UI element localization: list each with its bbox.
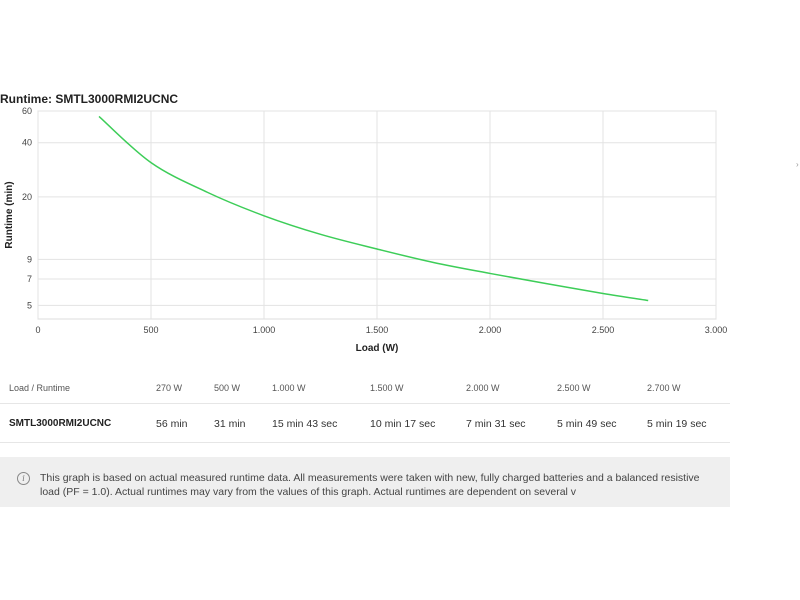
chart-title: Runtime: SMTL3000RMI2UCNC: [0, 92, 179, 106]
runtime-chart: 0 500 1.000 1.500 2.000 2.500 3.000 5 7 9 20 40 60 L…: [4, 106, 727, 354]
table-cell: 15 min 43 sec: [272, 418, 338, 430]
y-tick-label: 20: [22, 192, 32, 202]
table-cell: 5 min 19 sec: [647, 418, 707, 430]
table-cell: 10 min 17 sec: [370, 418, 436, 430]
y-tick-label: 9: [27, 254, 32, 264]
x-tick-label: 0: [35, 325, 40, 335]
y-tick-label: 40: [22, 138, 32, 148]
chart-ticks: 0 500 1.000 1.500 2.000 2.500 3.000 5 7 9 20 40 60: [22, 106, 727, 335]
table-cell: 7 min 31 sec: [466, 418, 526, 430]
table-cell: 31 min: [214, 418, 246, 430]
x-tick-label: 3.000: [705, 325, 728, 335]
table-header-row: Load / Runtime 270 W 500 W 1.000 W 1.500…: [0, 375, 730, 404]
runtime-curve: [98, 115, 649, 302]
runtime-table: Load / Runtime 270 W 500 W 1.000 W 1.500…: [0, 375, 730, 443]
x-tick-label: 1.500: [366, 325, 389, 335]
y-axis-title: Runtime (min): [4, 181, 15, 248]
y-tick-label: 60: [22, 106, 32, 116]
disclaimer-note: i This graph is based on actual measured…: [0, 457, 730, 507]
x-tick-label: 2.500: [592, 325, 615, 335]
table-header-cell: 270 W: [156, 383, 183, 393]
table-model-cell: SMTL3000RMI2UCNC: [9, 418, 112, 429]
x-axis-title: Load (W): [356, 343, 399, 354]
y-tick-label: 5: [27, 300, 32, 310]
table-cell: 56 min: [156, 418, 188, 430]
x-tick-label: 1.000: [253, 325, 276, 335]
info-icon: i: [17, 472, 30, 485]
scroll-indicator-icon: ›: [796, 160, 799, 169]
table-header-cell: 2.000 W: [466, 383, 500, 393]
table-header-cell: 1.500 W: [370, 383, 404, 393]
table-row: SMTL3000RMI2UCNC 56 min 31 min 15 min 43…: [0, 404, 730, 443]
disclaimer-text: This graph is based on actual measured r…: [40, 472, 700, 498]
table-cell: 5 min 49 sec: [557, 418, 617, 430]
y-tick-label: 7: [27, 274, 32, 284]
table-header-cell: 1.000 W: [272, 383, 306, 393]
table-header-cell: 2.700 W: [647, 383, 681, 393]
table-header-cell: 500 W: [214, 383, 241, 393]
table-header-label: Load / Runtime: [9, 383, 71, 393]
x-tick-label: 500: [143, 325, 158, 335]
table-header-cell: 2.500 W: [557, 383, 591, 393]
chart-grid: [37, 110, 717, 320]
x-tick-label: 2.000: [479, 325, 502, 335]
